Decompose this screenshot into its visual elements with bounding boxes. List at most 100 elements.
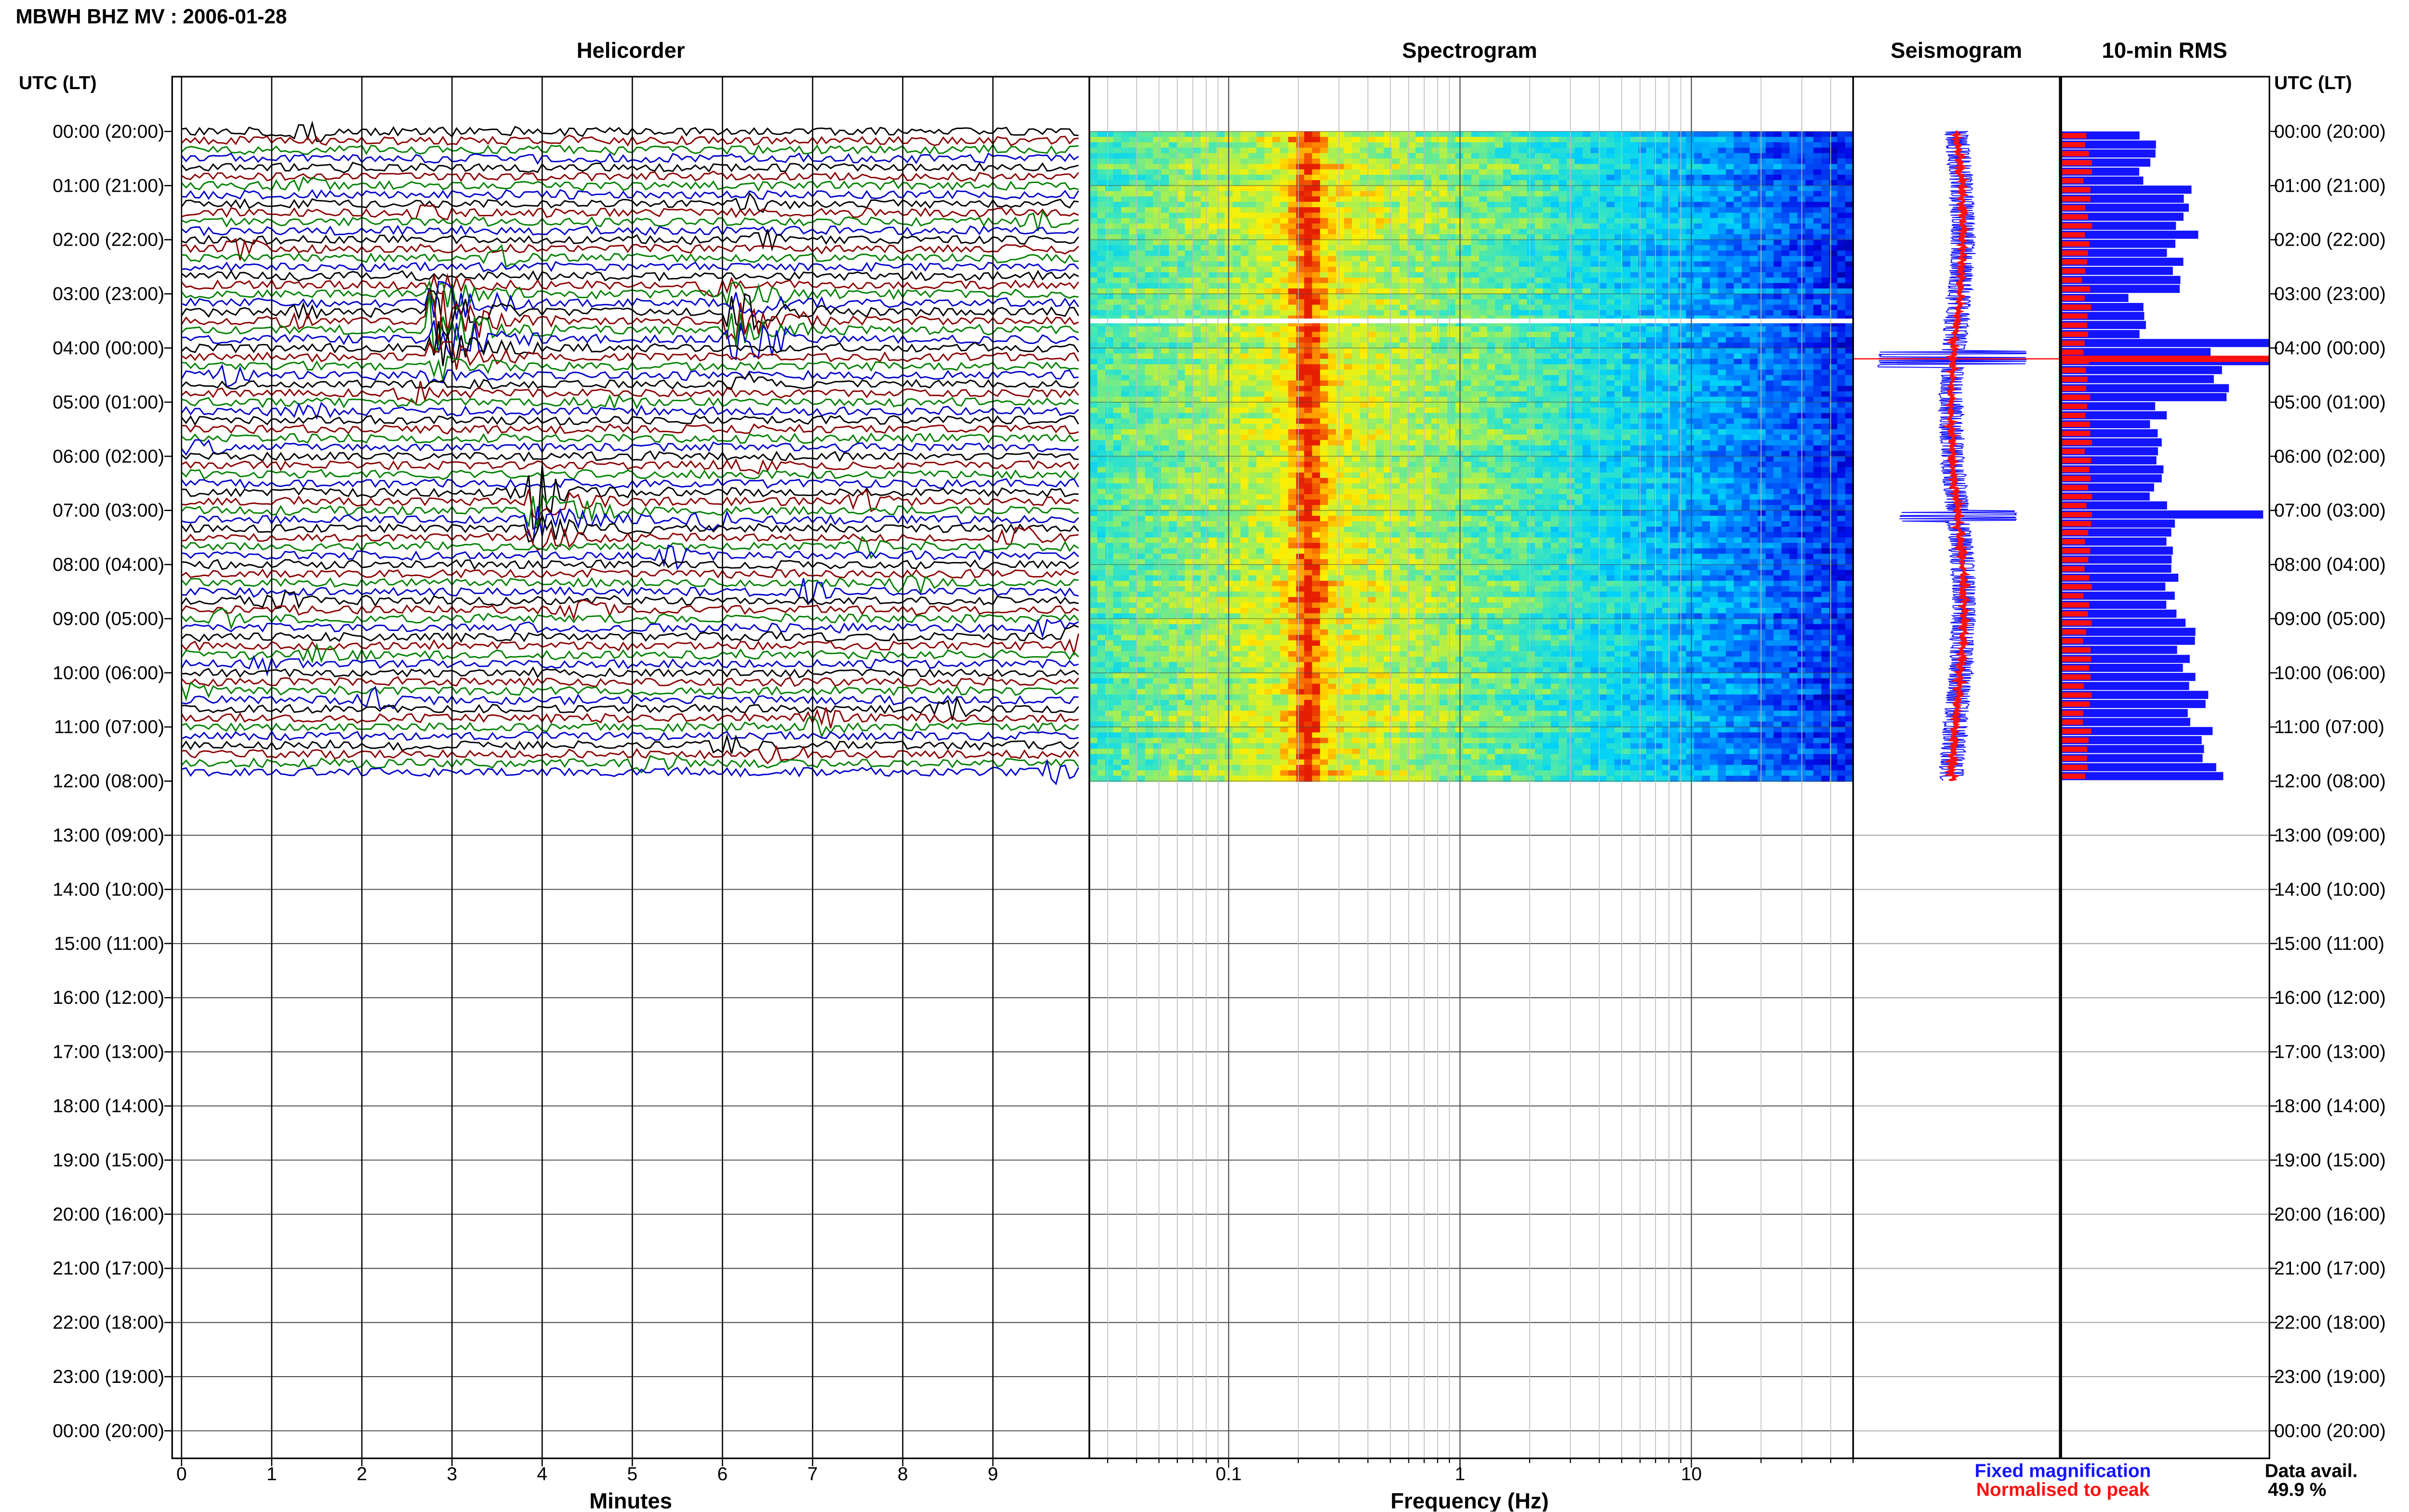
- helicorder-trace: [181, 273, 1079, 298]
- spectrogram-cell: [1161, 196, 1170, 203]
- spectrogram-cell: [1686, 277, 1695, 284]
- spectrogram-cell: [1105, 256, 1114, 262]
- spectrogram-cell: [1758, 164, 1766, 170]
- spectrogram-cell: [1296, 158, 1305, 165]
- spectrogram-cell: [1145, 299, 1154, 305]
- spectrogram-cell: [1256, 299, 1265, 305]
- spectrogram-cell: [1367, 272, 1377, 278]
- spectrogram-cell: [1742, 245, 1750, 251]
- spectrogram-cell: [1718, 212, 1727, 219]
- spectrogram-cell: [1105, 283, 1114, 289]
- spectrogram-cell: [1694, 331, 1703, 338]
- spectrogram-cell: [1543, 358, 1552, 365]
- spectrogram-cell: [1192, 337, 1202, 343]
- spectrogram-cell: [1742, 272, 1750, 278]
- spectrogram-cell: [1694, 375, 1703, 381]
- spectrogram-cell: [1192, 386, 1202, 392]
- spectrogram-cell: [1582, 229, 1591, 235]
- spectrogram-cell: [1431, 310, 1440, 316]
- spectrogram-cell: [1192, 212, 1202, 219]
- spectrogram-cell: [1646, 185, 1655, 192]
- spectrogram-cell: [1829, 337, 1838, 343]
- helicorder-trace: [181, 633, 1079, 657]
- spectrogram-cell: [1423, 142, 1432, 148]
- spectrogram-cell: [1535, 245, 1544, 251]
- spectrogram-cell: [1774, 304, 1782, 311]
- spectrogram-cell: [1185, 380, 1193, 387]
- spectrogram-cell: [1487, 250, 1496, 257]
- spectrogram-cell: [1248, 283, 1257, 289]
- spectrogram-cell: [1535, 256, 1544, 262]
- spectrogram-cell: [1590, 261, 1600, 268]
- spectrogram-cell: [1312, 218, 1321, 224]
- spectrogram-cell: [1606, 256, 1615, 262]
- spectrogram-cell: [1256, 153, 1265, 159]
- spectrogram-cell: [1566, 304, 1575, 311]
- spectrogram-cell: [1495, 288, 1504, 295]
- spectrogram-cell: [1439, 331, 1448, 338]
- spectrogram-cell: [1582, 266, 1591, 273]
- spectrogram-cell: [1726, 380, 1734, 387]
- spectrogram-cell: [1837, 331, 1846, 338]
- spectrogram-cell: [1137, 207, 1146, 213]
- spectrogram-cell: [1670, 402, 1679, 408]
- spectrogram-cell: [1439, 391, 1448, 397]
- spectrogram-cell: [1709, 272, 1719, 278]
- spectrogram-cell: [1559, 364, 1568, 370]
- spectrogram-cell: [1805, 299, 1814, 305]
- helicorder-trace: [181, 229, 1079, 252]
- spectrogram-cell: [1774, 212, 1782, 219]
- spectrogram-cell: [1511, 348, 1520, 355]
- spectrogram-cell: [1153, 310, 1162, 316]
- spectrogram-cell: [1543, 137, 1552, 143]
- spectrogram-cell: [1280, 353, 1289, 360]
- spectrogram-cell: [1511, 164, 1520, 170]
- spectrogram-cell: [1622, 174, 1631, 181]
- spectrogram-cell: [1598, 147, 1607, 154]
- spectrogram-cell: [1383, 299, 1392, 305]
- spectrogram-cell: [1471, 142, 1480, 148]
- spectrogram-cell: [1479, 266, 1488, 273]
- spectrogram-cell: [1845, 147, 1854, 154]
- spectrogram-cell: [1582, 310, 1591, 316]
- spectrogram-cell: [1519, 218, 1528, 224]
- spectrogram-cell: [1718, 142, 1727, 148]
- spectrogram-cell: [1407, 180, 1416, 186]
- spectrogram-cell: [1280, 294, 1289, 300]
- spectrogram-cell: [1471, 342, 1480, 349]
- spectrogram-cell: [1837, 131, 1846, 138]
- spectrogram-cell: [1351, 256, 1361, 262]
- spectrogram-cell: [1519, 299, 1528, 305]
- spectrogram-cell: [1328, 169, 1337, 176]
- spectrogram-cell: [1654, 294, 1663, 300]
- spectrogram-cell: [1774, 191, 1782, 197]
- spectrogram-cell: [1758, 272, 1766, 278]
- spectrogram-cell: [1638, 294, 1647, 300]
- spectrogram-cell: [1527, 201, 1535, 208]
- spectrogram-cell: [1121, 353, 1130, 360]
- spectrogram-cell: [1654, 245, 1663, 251]
- spectrogram-cell: [1543, 164, 1552, 170]
- spectrogram-cell: [1137, 250, 1146, 257]
- spectrogram-cell: [1240, 229, 1249, 235]
- spectrogram-cell: [1447, 299, 1456, 305]
- spectrogram-cell: [1463, 250, 1472, 257]
- spectrogram-cell: [1367, 277, 1377, 284]
- spectrogram-cell: [1320, 299, 1329, 305]
- spectrogram-cell: [1145, 147, 1154, 154]
- spectrogram-cell: [1272, 386, 1281, 392]
- spectrogram-cell: [1550, 201, 1560, 208]
- spectrogram-cell: [1217, 153, 1225, 159]
- spectrogram-cell: [1240, 342, 1249, 349]
- spectrogram-cell: [1121, 402, 1130, 408]
- spectrogram-cell: [1320, 250, 1329, 257]
- spectrogram-cell: [1821, 396, 1830, 403]
- spectrogram-cell: [1543, 180, 1552, 186]
- spectrogram-cell: [1527, 277, 1535, 284]
- spectrogram-cell: [1566, 180, 1575, 186]
- helicorder-trace: [181, 695, 1079, 721]
- spectrogram-cell: [1765, 142, 1774, 148]
- spectrogram-cell: [1296, 212, 1305, 219]
- spectrogram-cell: [1519, 391, 1528, 397]
- spectrogram-cell: [1837, 402, 1846, 408]
